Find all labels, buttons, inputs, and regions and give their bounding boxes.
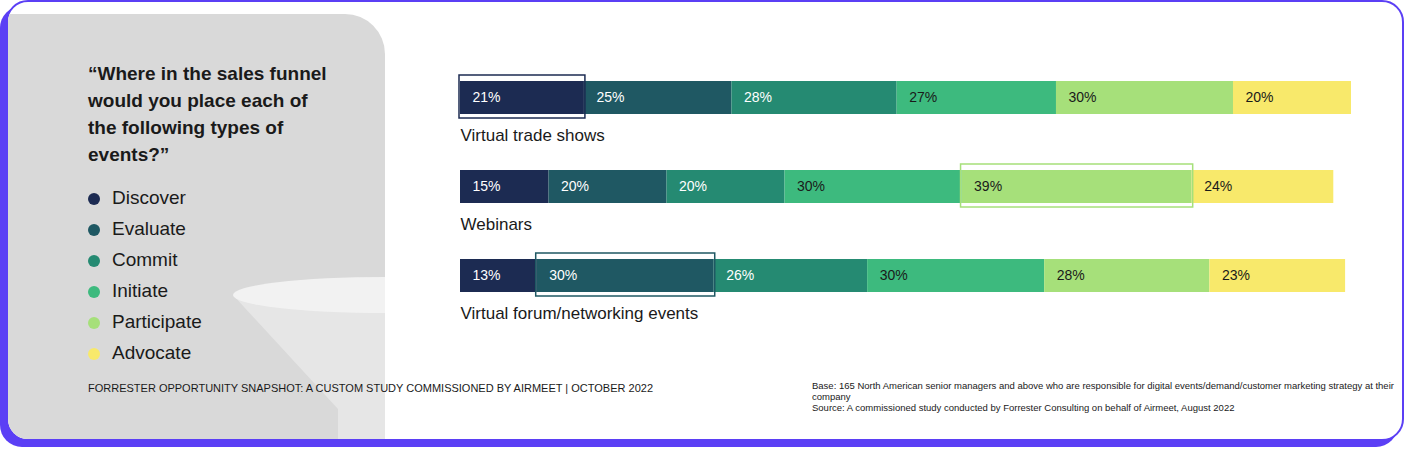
svg-text:30%: 30%	[549, 267, 577, 283]
svg-text:30%: 30%	[1068, 89, 1096, 105]
svg-text:28%: 28%	[1057, 267, 1085, 283]
html-text:FORRESTER OPPORTUNITY SNAPSHOT: FORRESTER OPPORTUNITY SNAPSHOT: A CUSTOM…	[88, 382, 653, 394]
svg-text:Virtual trade shows: Virtual trade shows	[461, 126, 605, 145]
html-text:Source: A commissioned study c: Source: A commissioned study conducted b…	[812, 402, 1235, 413]
svg-text:20%: 20%	[1245, 89, 1273, 105]
svg-text:23%: 23%	[1222, 267, 1250, 283]
svg-text:26%: 26%	[726, 267, 754, 283]
svg-text:20%: 20%	[561, 178, 589, 194]
html-text:Initiate: Initiate	[112, 280, 168, 301]
svg-text:Webinars: Webinars	[461, 215, 533, 234]
svg-text:15%: 15%	[473, 178, 501, 194]
svg-text:27%: 27%	[909, 89, 937, 105]
svg-text:20%: 20%	[679, 178, 707, 194]
svg-text:30%: 30%	[880, 267, 908, 283]
html-text:Advocate: Advocate	[112, 342, 192, 363]
html-text:Participate: Participate	[112, 311, 202, 332]
svg-text:Virtual forum/networking event: Virtual forum/networking events	[461, 304, 699, 323]
svg-text:24%: 24%	[1204, 178, 1232, 194]
svg-text:39%: 39%	[974, 178, 1002, 194]
svg-text:25%: 25%	[596, 89, 624, 105]
html-text:Evaluate: Evaluate	[112, 218, 186, 239]
svg-text:13%: 13%	[473, 267, 501, 283]
html-text:“Where in the sales funnel wou: “Where in the sales funnel would you pla…	[88, 63, 327, 165]
svg-text:28%: 28%	[744, 89, 772, 105]
svg-text:21%: 21%	[473, 89, 501, 105]
svg-text:30%: 30%	[797, 178, 825, 194]
html-text:Base: 165 North American senio: Base: 165 North American senior managers…	[812, 380, 1394, 402]
html-text:Discover: Discover	[112, 187, 186, 208]
html-text:Commit: Commit	[112, 249, 178, 270]
